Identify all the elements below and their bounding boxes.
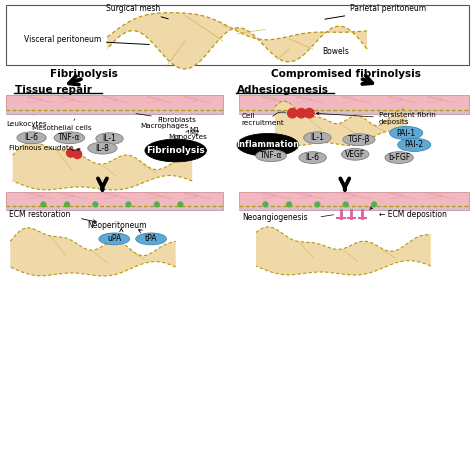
Ellipse shape (54, 132, 85, 144)
Bar (6, 206, 223, 210)
Text: Inflammation: Inflammation (236, 140, 300, 149)
Text: PAI-2: PAI-2 (405, 140, 424, 149)
FancyBboxPatch shape (6, 191, 223, 210)
Circle shape (73, 150, 82, 158)
Circle shape (64, 202, 69, 207)
Circle shape (263, 202, 268, 207)
Circle shape (343, 202, 348, 207)
Text: ← ECM deposition: ← ECM deposition (370, 207, 447, 219)
FancyBboxPatch shape (6, 95, 223, 114)
Circle shape (287, 202, 292, 207)
Text: Bowels: Bowels (322, 47, 349, 56)
Ellipse shape (299, 152, 327, 164)
Bar (6, 110, 223, 114)
Bar (239, 206, 469, 210)
Text: VEGF: VEGF (345, 150, 365, 159)
Ellipse shape (96, 133, 123, 145)
Ellipse shape (99, 233, 129, 245)
Text: Fibroblasts: Fibroblasts (136, 114, 196, 123)
Text: Fibrinolysis: Fibrinolysis (50, 69, 118, 79)
Text: IL-1: IL-1 (102, 134, 117, 143)
Text: IL-6: IL-6 (306, 153, 319, 162)
Ellipse shape (145, 139, 206, 162)
Text: Fibrinolysis: Fibrinolysis (146, 146, 205, 155)
Ellipse shape (17, 132, 46, 144)
Text: IL-6: IL-6 (25, 133, 38, 142)
Circle shape (126, 202, 131, 207)
FancyBboxPatch shape (6, 5, 469, 65)
Text: b-FGF: b-FGF (388, 153, 410, 162)
Ellipse shape (341, 148, 369, 160)
Text: IL-1: IL-1 (310, 133, 324, 142)
Bar (239, 110, 469, 114)
Circle shape (372, 202, 376, 207)
Circle shape (297, 109, 306, 118)
Text: M2: M2 (190, 130, 200, 136)
Text: Parietal peritoneum: Parietal peritoneum (325, 4, 426, 19)
FancyBboxPatch shape (239, 95, 469, 114)
Text: Compromised fibrinolysis: Compromised fibrinolysis (271, 69, 421, 79)
Circle shape (305, 109, 314, 118)
Circle shape (155, 202, 159, 207)
Circle shape (93, 202, 98, 207)
Text: Neoangiogenesis: Neoangiogenesis (242, 213, 308, 222)
Circle shape (66, 149, 75, 157)
Text: TNF-α: TNF-α (58, 133, 81, 142)
Text: tPA: tPA (145, 234, 157, 243)
Polygon shape (13, 142, 192, 190)
Circle shape (41, 202, 46, 207)
Text: Persistent fibrin
deposits: Persistent fibrin deposits (316, 112, 436, 125)
Circle shape (288, 109, 297, 118)
Text: Tissue repair: Tissue repair (15, 85, 92, 95)
Text: Visceral peritoneum: Visceral peritoneum (24, 36, 149, 45)
Ellipse shape (237, 134, 299, 156)
Ellipse shape (398, 138, 431, 152)
Polygon shape (107, 13, 367, 69)
Ellipse shape (343, 134, 375, 146)
Circle shape (178, 202, 183, 207)
Ellipse shape (390, 127, 423, 140)
Text: IL-8: IL-8 (95, 144, 109, 153)
Text: Surgical mesh: Surgical mesh (106, 4, 168, 19)
Ellipse shape (136, 233, 166, 245)
Polygon shape (10, 228, 176, 276)
Text: PAI-1: PAI-1 (397, 128, 416, 137)
Text: Neoperitoneum: Neoperitoneum (87, 221, 146, 230)
Text: TNF-α: TNF-α (260, 151, 283, 160)
Text: Monocytes: Monocytes (169, 134, 208, 140)
Text: Adhesiogenesis: Adhesiogenesis (237, 85, 329, 95)
Circle shape (315, 202, 320, 207)
Ellipse shape (385, 152, 413, 164)
Text: Macrophages: Macrophages (140, 123, 189, 129)
Polygon shape (256, 227, 431, 275)
Ellipse shape (256, 150, 286, 162)
Text: Leukocytes: Leukocytes (7, 115, 47, 127)
Text: M1: M1 (190, 127, 201, 133)
FancyBboxPatch shape (239, 191, 469, 210)
Text: ECM restoration: ECM restoration (9, 210, 71, 219)
Text: Cell
recruitment: Cell recruitment (242, 113, 284, 126)
Ellipse shape (304, 132, 331, 144)
Text: Mesothelial cells: Mesothelial cells (33, 119, 92, 131)
Text: TGF-β: TGF-β (348, 135, 370, 144)
Ellipse shape (88, 142, 117, 154)
Polygon shape (275, 101, 407, 146)
Text: Fibrinous exudate: Fibrinous exudate (9, 145, 74, 151)
Text: uPA: uPA (107, 234, 121, 243)
